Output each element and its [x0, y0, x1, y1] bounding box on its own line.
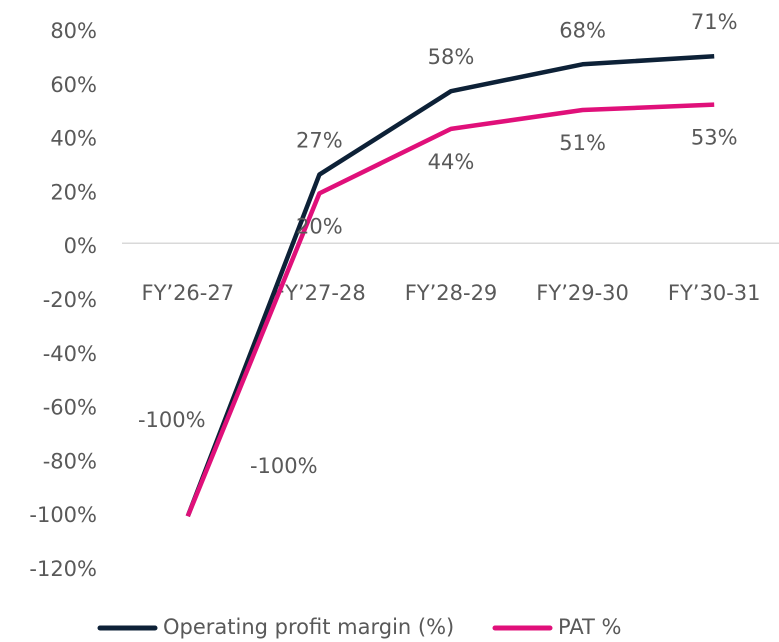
data-label: 53% [691, 126, 738, 150]
legend-label: PAT % [558, 615, 622, 639]
y-tick-label: 60% [50, 73, 97, 97]
x-tick-label: FY’27-28 [273, 281, 366, 305]
data-label: -100% [138, 408, 206, 432]
series-line [185, 53, 715, 518]
data-label: 58% [428, 45, 475, 69]
x-tick-label: FY’28-29 [405, 281, 498, 305]
x-tick-label: FY’26-27 [141, 281, 234, 305]
legend-label: Operating profit margin (%) [163, 615, 454, 639]
data-label: -100% [250, 454, 318, 478]
data-label: 20% [296, 214, 343, 238]
series-line [185, 102, 715, 518]
x-tick-label: FY’30-31 [668, 281, 761, 305]
data-label: 44% [428, 150, 475, 174]
data-label: 51% [559, 131, 606, 155]
data-label: 27% [296, 129, 343, 153]
y-tick-label: -100% [29, 503, 97, 527]
x-tick-label: FY’29-30 [536, 281, 629, 305]
data-label: 68% [559, 18, 606, 42]
data-label: 71% [691, 10, 738, 34]
y-tick-label: 0% [64, 234, 97, 258]
y-tick-label: -20% [43, 288, 97, 312]
y-tick-label: 20% [50, 180, 97, 204]
y-tick-label: -40% [43, 342, 97, 366]
y-tick-label: 40% [50, 127, 97, 151]
y-tick-label: -120% [29, 557, 97, 581]
y-tick-label: 80% [50, 19, 97, 43]
y-tick-label: -60% [43, 396, 97, 420]
y-tick-label: -80% [43, 449, 97, 473]
